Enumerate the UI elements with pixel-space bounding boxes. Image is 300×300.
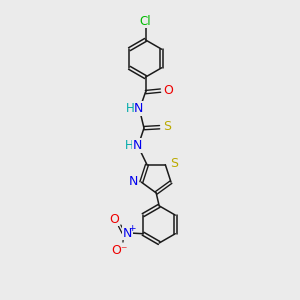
- Text: H: H: [126, 102, 135, 115]
- Text: Cl: Cl: [140, 15, 151, 28]
- Text: N: N: [129, 175, 139, 188]
- Text: +: +: [128, 224, 136, 233]
- Text: O: O: [163, 84, 173, 97]
- Text: N: N: [134, 102, 144, 115]
- Text: S: S: [163, 120, 171, 133]
- Text: O⁻: O⁻: [111, 244, 127, 257]
- Text: S: S: [170, 157, 178, 170]
- Text: H: H: [124, 139, 134, 152]
- Text: N: N: [123, 226, 132, 240]
- Text: O: O: [110, 212, 119, 226]
- Text: N: N: [133, 139, 142, 152]
